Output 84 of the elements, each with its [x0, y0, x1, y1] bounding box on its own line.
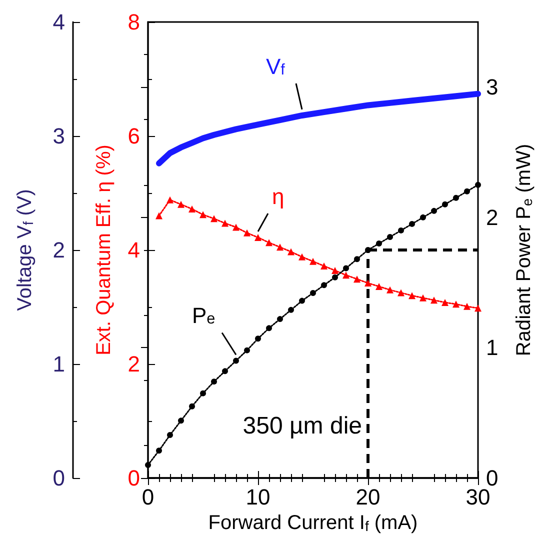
y3-tick-label: 3	[52, 124, 65, 148]
point	[310, 258, 316, 265]
series-label: Vf	[266, 54, 286, 79]
y-tick-label: 4	[128, 238, 140, 262]
point	[145, 462, 151, 468]
series-label: η	[272, 184, 284, 209]
point	[365, 247, 371, 253]
y-tick-label: 2	[128, 352, 140, 376]
point	[222, 220, 228, 227]
point	[431, 208, 437, 214]
point	[343, 265, 349, 272]
point	[277, 316, 283, 322]
point	[178, 200, 184, 208]
point	[408, 292, 416, 300]
point	[189, 403, 195, 410]
point	[200, 211, 206, 218]
point	[211, 378, 217, 385]
point	[409, 220, 415, 227]
point	[255, 336, 261, 342]
point	[156, 212, 162, 220]
y2-tick-label: 3	[486, 74, 498, 100]
y-axis-title: Ext. Quantum Eff. η (%)	[93, 144, 115, 356]
y-tick-label: 6	[128, 124, 140, 148]
point	[222, 368, 228, 374]
point	[430, 296, 438, 304]
point	[266, 325, 272, 332]
y-tick-label: 8	[128, 10, 140, 34]
point	[452, 300, 460, 308]
point	[288, 306, 294, 313]
point	[288, 248, 294, 256]
point	[188, 205, 196, 212]
y2-tick-label: 2	[486, 204, 498, 230]
annotation: 350 µm die	[242, 412, 362, 440]
point	[464, 188, 470, 194]
point	[376, 282, 382, 290]
y3-tick-label: 0	[52, 466, 65, 490]
y3-tick-label: 2	[52, 238, 65, 262]
point	[298, 253, 306, 260]
point	[244, 347, 250, 354]
series-label: Pe	[192, 303, 216, 328]
y2-axis-title: Radiant Power Pe (mW)	[513, 144, 535, 356]
point	[299, 298, 305, 304]
point	[364, 280, 372, 287]
point	[200, 390, 206, 396]
y2-tick-label: 1	[486, 335, 498, 360]
point	[244, 229, 250, 236]
point	[320, 262, 328, 270]
point	[464, 302, 470, 310]
point	[387, 234, 393, 240]
point	[474, 304, 482, 312]
point	[178, 418, 184, 424]
point	[342, 272, 350, 279]
x-tick-label: 10	[246, 484, 270, 510]
y3-tick-label: 1	[52, 352, 65, 376]
point	[420, 214, 426, 220]
point	[386, 286, 394, 294]
point	[166, 196, 174, 204]
point	[156, 448, 162, 454]
point	[442, 201, 448, 208]
x-axis-title: Forward Current If (mA)	[208, 512, 418, 534]
y-tick-label: 0	[128, 466, 140, 490]
point	[232, 224, 240, 231]
point	[310, 290, 316, 296]
point	[354, 256, 360, 262]
point	[442, 298, 448, 306]
point	[266, 239, 272, 246]
point	[398, 227, 404, 234]
point	[254, 234, 262, 241]
point	[398, 289, 404, 296]
point	[376, 240, 382, 246]
point	[332, 267, 338, 274]
point	[276, 244, 284, 251]
point	[332, 274, 338, 280]
point	[354, 276, 360, 283]
x-tick-label: 20	[356, 484, 380, 510]
point	[233, 358, 239, 364]
point	[321, 282, 327, 288]
point	[475, 182, 481, 188]
point	[453, 194, 459, 201]
point	[420, 294, 426, 302]
y3-axis-title: Voltage Vf (V)	[14, 189, 36, 311]
y3-tick-label: 4	[52, 10, 65, 34]
point	[167, 432, 173, 438]
point	[210, 215, 218, 222]
